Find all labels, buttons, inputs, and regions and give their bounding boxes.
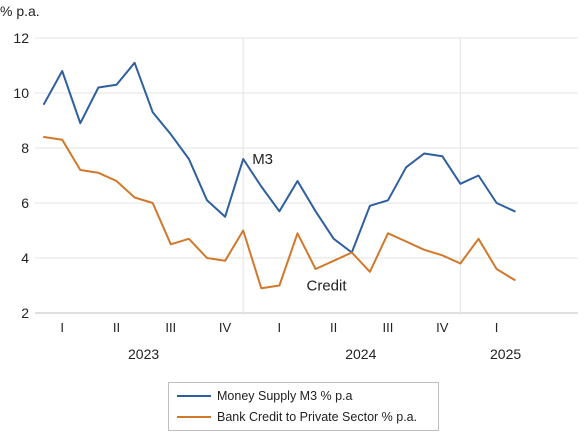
quarter-label: II [330,320,337,335]
y-tick-label: 6 [21,195,29,211]
quarter-label: I [495,320,499,335]
y-tick-label: 4 [21,250,29,266]
series-lines [43,61,516,290]
quarter-label: II [113,320,120,335]
annotation-credit: Credit [307,278,348,295]
y-axis-ticks: 2 4 6 8 10 12 [13,30,29,321]
gridlines [35,37,578,314]
series-line-credit [43,136,516,290]
year-divider-lines [242,38,461,315]
quarter-label: III [383,320,394,335]
quarter-label: IV [219,320,232,335]
y-tick-label: 2 [21,305,29,321]
legend-label-credit: Bank Credit to Private Sector % p.a. [217,410,418,424]
legend-label-m3: Money Supply M3 % p.a [217,389,353,403]
year-label: 2023 [128,346,159,362]
series-line-m3 [43,61,516,254]
y-axis-unit-label: % p.a. [0,3,40,19]
legend-swatch-credit [177,416,211,418]
y-tick-label: 12 [13,30,29,46]
year-label: 2024 [345,346,376,362]
quarter-label: I [278,320,282,335]
annotations: M3 Credit [252,151,347,295]
annotation-m3: M3 [252,151,273,168]
legend: Money Supply M3 % p.a Bank Credit to Pri… [168,382,439,431]
quarter-label: I [60,320,64,335]
year-label: 2025 [490,346,521,362]
quarter-label: III [165,320,176,335]
y-tick-label: 10 [13,85,29,101]
legend-item-credit: Bank Credit to Private Sector % p.a. [177,407,417,427]
legend-swatch-m3 [177,395,211,397]
y-tick-label: 8 [21,140,29,156]
quarter-label: IV [436,320,449,335]
legend-item-m3: Money Supply M3 % p.a [177,386,353,406]
